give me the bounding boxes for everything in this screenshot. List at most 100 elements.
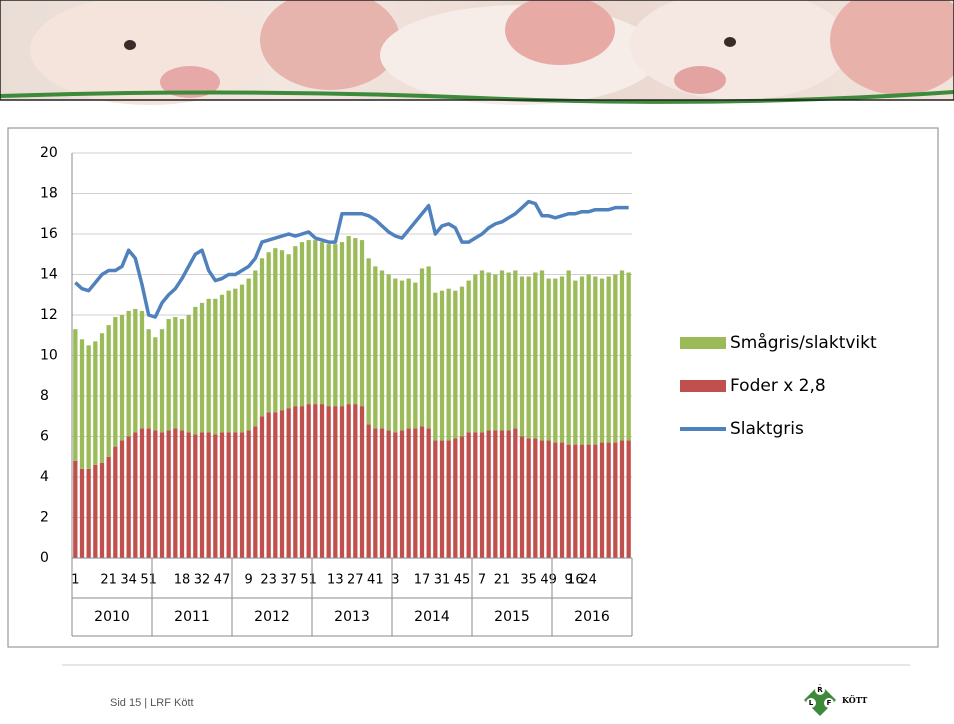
bar <box>73 329 78 461</box>
bar <box>539 440 545 558</box>
bar <box>426 428 431 558</box>
bar <box>313 404 318 558</box>
bar <box>513 270 518 429</box>
bar <box>233 288 238 433</box>
bar <box>206 432 211 558</box>
bar <box>106 456 111 558</box>
bar <box>106 325 111 457</box>
bar <box>146 329 151 429</box>
bar <box>159 329 165 433</box>
logo-letter: L <box>809 699 814 707</box>
bar <box>559 276 565 443</box>
bar <box>119 440 125 558</box>
bar <box>166 430 171 558</box>
bar <box>286 408 291 558</box>
bar <box>253 426 258 558</box>
x-tick-label: 47 <box>214 573 231 588</box>
bar <box>539 270 545 441</box>
x-tick-label: 31 <box>434 573 451 588</box>
bar <box>433 440 438 558</box>
bar <box>113 446 118 558</box>
logo-letter: R <box>817 686 823 694</box>
bar <box>93 341 98 465</box>
bar <box>133 308 138 433</box>
bar <box>506 430 511 558</box>
bar <box>519 436 525 558</box>
bar <box>126 436 131 558</box>
bar <box>566 270 571 445</box>
bar <box>186 315 191 433</box>
legend-label: Slaktgris <box>730 419 804 439</box>
bar <box>406 278 411 429</box>
bar <box>459 286 465 437</box>
bar <box>233 432 238 558</box>
header-banner <box>0 0 954 105</box>
bar <box>306 240 311 405</box>
y-tick-label: 2 <box>40 510 49 526</box>
bar <box>186 432 191 558</box>
bar <box>99 333 105 463</box>
bar <box>579 276 585 445</box>
logo-letter: F <box>827 699 832 707</box>
bar <box>359 406 365 558</box>
bar <box>293 246 298 407</box>
x-tick-label: 21 <box>100 573 117 588</box>
bar <box>139 310 145 429</box>
y-tick-label: 16 <box>40 226 58 242</box>
bar <box>559 442 565 558</box>
bar <box>119 315 125 441</box>
bar <box>279 410 285 558</box>
legend-label: Smågris/slaktvikt <box>730 332 877 353</box>
x-tick-label: 9 <box>565 573 573 588</box>
bar <box>439 440 445 558</box>
y-tick-label: 8 <box>40 388 49 404</box>
bar <box>473 432 478 558</box>
bar <box>419 268 425 427</box>
logo: R L F KÖTT <box>804 684 867 716</box>
bar <box>519 276 525 437</box>
bar <box>339 406 345 558</box>
bar <box>246 278 251 431</box>
bar <box>366 258 371 425</box>
bar <box>379 270 385 429</box>
y-tick-label: 12 <box>40 307 58 323</box>
bar <box>113 317 118 447</box>
bar <box>493 274 498 431</box>
bar <box>393 278 398 433</box>
bar <box>346 236 351 405</box>
bar <box>313 240 318 405</box>
bar <box>266 412 271 558</box>
bar <box>586 444 591 558</box>
bar <box>386 430 391 558</box>
x-tick-label: 18 <box>174 573 191 588</box>
x-tick-label: 37 <box>280 573 297 588</box>
x-tick-label: 34 <box>120 573 137 588</box>
bar <box>79 339 85 469</box>
y-tick-label: 0 <box>40 550 49 566</box>
bar <box>153 337 158 431</box>
bar <box>466 280 471 433</box>
bar <box>219 432 225 558</box>
bar <box>319 404 325 558</box>
bar <box>526 438 531 558</box>
bar <box>259 258 265 417</box>
y-tick-label: 4 <box>40 469 49 485</box>
bar <box>526 276 531 439</box>
bar <box>139 428 145 558</box>
bar <box>213 298 218 435</box>
bar <box>499 270 505 431</box>
logo-text: KÖTT <box>842 695 867 705</box>
bar <box>99 462 105 558</box>
x-tick-label: 13 <box>327 573 344 588</box>
bar <box>513 428 518 558</box>
bar <box>206 298 211 433</box>
bar <box>459 436 465 558</box>
x-tick-label: 23 <box>260 573 277 588</box>
bar <box>273 248 278 413</box>
x-tick-label: 9 <box>245 573 253 588</box>
x-tick-label: 41 <box>367 573 384 588</box>
bar <box>626 272 631 441</box>
y-tick-label: 20 <box>40 145 58 161</box>
bar <box>159 432 165 558</box>
x-tick-label: 3 <box>391 573 399 588</box>
